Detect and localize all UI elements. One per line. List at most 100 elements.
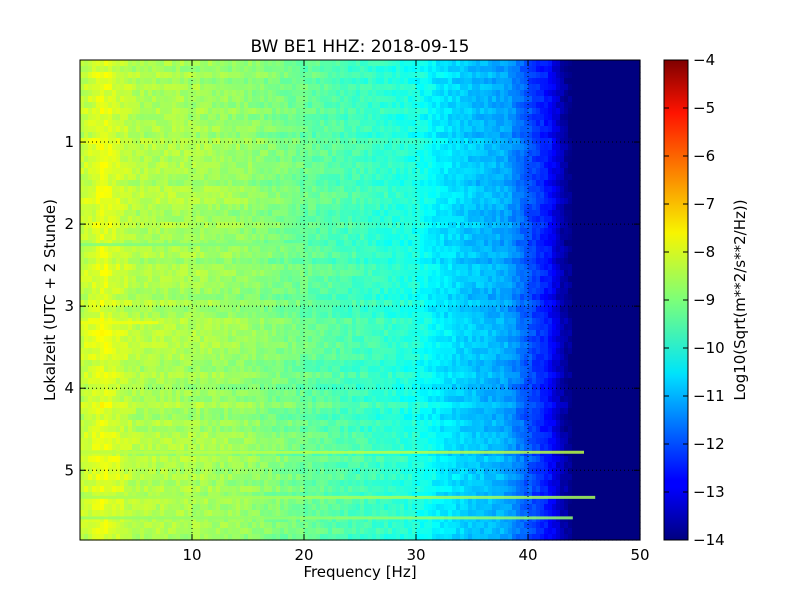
spectrogram-cell <box>104 192 109 199</box>
spectrogram-cell <box>88 204 93 211</box>
spectrogram-cell <box>296 162 301 169</box>
spectrogram-cell <box>308 228 313 235</box>
spectrogram-cell <box>88 90 93 97</box>
spectrogram-cell <box>416 192 421 199</box>
spectrogram-cell <box>484 108 489 115</box>
spectrogram-cell <box>504 114 509 121</box>
spectrogram-cell <box>196 144 201 151</box>
spectrogram-cell <box>476 234 481 241</box>
spectrogram-cell <box>484 162 489 169</box>
spectrogram-cell <box>532 174 537 181</box>
spectrogram-cell <box>380 270 385 277</box>
spectrogram-cell <box>204 198 209 205</box>
spectrogram-cell <box>488 258 493 265</box>
spectrogram-cell <box>368 210 373 217</box>
spectrogram-cell <box>100 234 105 241</box>
spectrogram-cell <box>376 114 381 121</box>
spectrogram-cell <box>156 228 161 235</box>
spectrogram-cell <box>236 60 241 67</box>
spectrogram-cell <box>240 168 245 175</box>
spectrogram-cell <box>584 60 589 67</box>
spectrogram-cell <box>520 102 525 109</box>
spectrogram-cell <box>216 252 221 259</box>
spectrogram-cell <box>236 114 241 121</box>
spectrogram-cell <box>216 234 221 241</box>
spectrogram-cell <box>204 96 209 103</box>
spectrogram-cell <box>156 156 161 163</box>
spectrogram-cell <box>384 162 389 169</box>
spectrogram-cell <box>392 264 397 271</box>
spectrogram-cell <box>124 66 129 73</box>
spectrogram-cell <box>144 120 149 127</box>
spectrogram-cell <box>340 162 345 169</box>
spectrogram-cell <box>140 90 145 97</box>
spectrogram-cell <box>444 210 449 217</box>
spectrogram-cell <box>348 264 353 271</box>
spectrogram-cell <box>340 186 345 193</box>
spectrogram-cell <box>372 120 377 127</box>
spectrogram-cell <box>412 228 417 235</box>
spectrogram-cell <box>544 234 549 241</box>
spectrogram-cell <box>140 144 145 151</box>
spectrogram-cell <box>308 60 313 67</box>
spectrogram-cell <box>420 156 425 163</box>
spectrogram-cell <box>112 84 117 91</box>
spectrogram-cell <box>312 132 317 139</box>
spectrogram-cell <box>540 246 545 253</box>
spectrogram-cell <box>212 228 217 235</box>
spectrogram-cell <box>320 156 325 163</box>
spectrogram-cell <box>340 216 345 223</box>
spectrogram-cell <box>468 120 473 127</box>
spectrogram-cell <box>624 228 629 235</box>
spectrogram-cell <box>380 210 385 217</box>
spectrogram-cell <box>568 228 573 235</box>
spectrogram-cell <box>344 66 349 73</box>
spectrogram-cell <box>284 258 289 265</box>
spectrogram-cell <box>564 60 569 67</box>
spectrogram-cell <box>156 132 161 139</box>
spectrogram-cell <box>396 246 401 253</box>
spectrogram-cell <box>568 258 573 265</box>
spectrogram-cell <box>244 162 249 169</box>
spectrogram-cell <box>100 114 105 121</box>
spectrogram-cell <box>420 90 425 97</box>
spectrogram-cell <box>360 78 365 85</box>
spectrogram-cell <box>120 126 125 133</box>
spectrogram-cell <box>564 252 569 259</box>
spectrogram-cell <box>456 222 461 229</box>
spectrogram-cell <box>128 270 133 277</box>
spectrogram-cell <box>608 186 613 193</box>
spectrogram-cell <box>460 222 465 229</box>
spectrogram-cell <box>248 108 253 115</box>
spectrogram-cell <box>148 108 153 115</box>
spectrogram-cell <box>388 150 393 157</box>
spectrogram-cell <box>464 162 469 169</box>
spectrogram-cell <box>324 72 329 79</box>
spectrogram-cell <box>384 228 389 235</box>
spectrogram-cell <box>124 108 129 115</box>
spectrogram-cell <box>476 84 481 91</box>
spectrogram-cell <box>488 264 493 271</box>
spectrogram-cell <box>340 258 345 265</box>
spectrogram-cell <box>396 174 401 181</box>
spectrogram-cell <box>104 228 109 235</box>
spectrogram-cell <box>584 216 589 223</box>
spectrogram-cell <box>168 174 173 181</box>
spectrogram-cell <box>172 144 177 151</box>
spectrogram-cell <box>324 96 329 103</box>
spectrogram-cell <box>468 132 473 139</box>
spectrogram-cell <box>308 186 313 193</box>
spectrogram-cell <box>392 222 397 229</box>
spectrogram-cell <box>548 144 553 151</box>
spectrogram-cell <box>188 204 193 211</box>
spectrogram-cell <box>616 240 621 247</box>
spectrogram-cell <box>352 228 357 235</box>
spectrogram-cell <box>584 174 589 181</box>
spectrogram-cell <box>420 138 425 145</box>
spectrogram-cell <box>596 96 601 103</box>
spectrogram-cell <box>616 90 621 97</box>
spectrogram-cell <box>352 90 357 97</box>
spectrogram-cell <box>108 162 113 169</box>
spectrogram-cell <box>452 114 457 121</box>
spectrogram-cell <box>524 102 529 109</box>
